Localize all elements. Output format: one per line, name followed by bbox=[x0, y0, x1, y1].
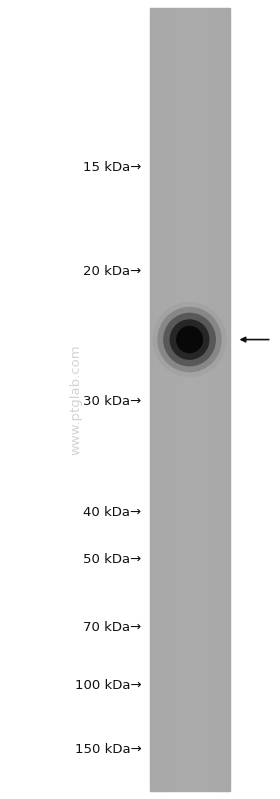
Bar bbox=[176, 8, 178, 791]
Bar bbox=[220, 8, 222, 791]
Bar bbox=[183, 8, 185, 791]
Bar bbox=[180, 8, 182, 791]
Bar bbox=[160, 8, 162, 791]
Bar bbox=[157, 8, 158, 791]
Bar bbox=[172, 8, 174, 791]
Bar bbox=[200, 8, 202, 791]
Bar bbox=[211, 8, 212, 791]
Bar bbox=[198, 8, 199, 791]
Bar bbox=[178, 8, 179, 791]
Bar bbox=[210, 8, 211, 791]
Bar bbox=[226, 8, 227, 791]
Text: 70 kDa→: 70 kDa→ bbox=[83, 621, 141, 634]
Bar bbox=[191, 8, 192, 791]
Bar bbox=[199, 8, 200, 791]
Bar bbox=[218, 8, 219, 791]
Text: 30 kDa→: 30 kDa→ bbox=[83, 395, 141, 407]
Bar bbox=[190, 8, 191, 791]
Bar bbox=[164, 8, 166, 791]
Bar bbox=[228, 8, 230, 791]
Bar bbox=[167, 8, 169, 791]
Bar bbox=[158, 8, 159, 791]
Bar bbox=[216, 8, 218, 791]
Text: 100 kDa→: 100 kDa→ bbox=[75, 679, 141, 692]
Bar bbox=[187, 8, 188, 791]
Bar bbox=[162, 8, 163, 791]
Bar bbox=[155, 8, 157, 791]
Bar bbox=[203, 8, 204, 791]
Text: 40 kDa→: 40 kDa→ bbox=[83, 507, 141, 519]
Bar bbox=[222, 8, 223, 791]
Bar bbox=[154, 8, 155, 791]
Bar bbox=[170, 8, 171, 791]
Bar bbox=[204, 8, 206, 791]
Ellipse shape bbox=[157, 307, 222, 372]
Bar bbox=[174, 8, 175, 791]
Bar bbox=[151, 8, 153, 791]
Bar bbox=[169, 8, 170, 791]
Bar bbox=[195, 8, 196, 791]
Bar bbox=[196, 8, 198, 791]
Ellipse shape bbox=[153, 302, 227, 377]
Text: 50 kDa→: 50 kDa→ bbox=[83, 553, 141, 566]
Bar bbox=[227, 8, 228, 791]
Bar bbox=[159, 8, 160, 791]
Ellipse shape bbox=[163, 312, 216, 367]
Bar bbox=[215, 8, 216, 791]
Bar bbox=[163, 8, 164, 791]
Bar bbox=[150, 8, 151, 791]
Bar bbox=[188, 8, 190, 791]
Bar bbox=[212, 8, 214, 791]
Bar bbox=[150, 8, 230, 791]
Text: 150 kDa→: 150 kDa→ bbox=[75, 743, 141, 756]
Bar bbox=[182, 8, 183, 791]
Bar bbox=[224, 8, 226, 791]
Text: 20 kDa→: 20 kDa→ bbox=[83, 265, 141, 278]
Bar bbox=[192, 8, 194, 791]
Bar bbox=[202, 8, 203, 791]
Bar bbox=[206, 8, 207, 791]
Bar bbox=[175, 8, 176, 791]
Text: www.ptglab.com: www.ptglab.com bbox=[69, 344, 82, 455]
Bar bbox=[186, 8, 187, 791]
Ellipse shape bbox=[176, 326, 203, 353]
Bar bbox=[214, 8, 215, 791]
Bar bbox=[152, 8, 154, 791]
Bar bbox=[194, 8, 195, 791]
Bar bbox=[184, 8, 186, 791]
Bar bbox=[207, 8, 208, 791]
Bar bbox=[171, 8, 172, 791]
Bar bbox=[223, 8, 224, 791]
Ellipse shape bbox=[170, 320, 209, 360]
Bar bbox=[208, 8, 210, 791]
Bar bbox=[166, 8, 167, 791]
Bar bbox=[179, 8, 180, 791]
Bar bbox=[219, 8, 220, 791]
Text: 15 kDa→: 15 kDa→ bbox=[83, 161, 141, 174]
